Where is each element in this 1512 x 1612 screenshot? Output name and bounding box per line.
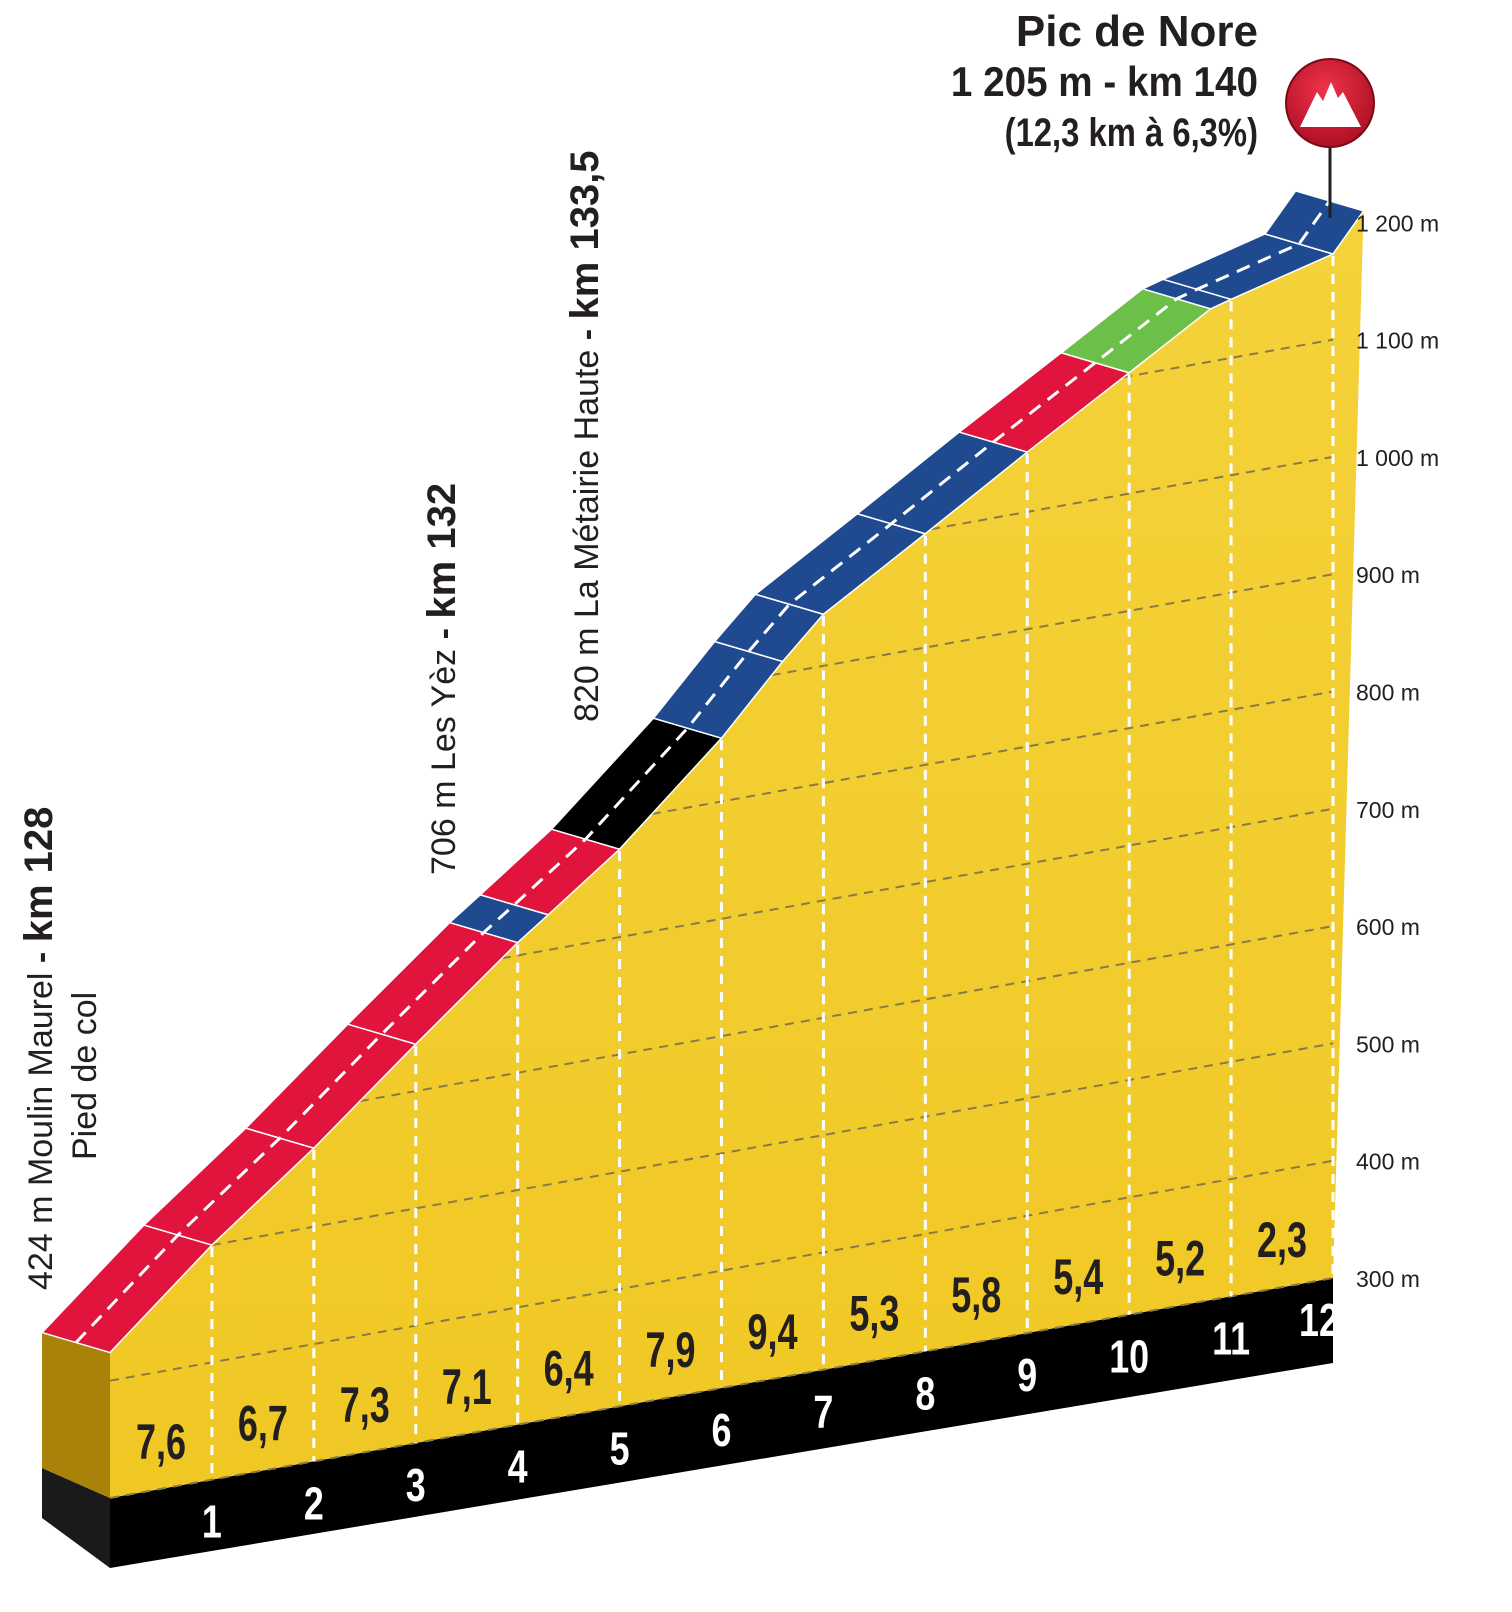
chart-base [42, 1278, 1333, 1568]
summit-marker [1285, 58, 1375, 218]
annotation-separator: - [568, 319, 606, 349]
segment-gradient-label: 9,4 [747, 1305, 797, 1360]
km-label: 1 [202, 1496, 222, 1547]
y-tick-label: 400 m [1356, 1149, 1420, 1175]
grid-line [501, 807, 1334, 960]
profile-area [110, 210, 1364, 1498]
grid-line [1123, 338, 1334, 379]
annotation-label: 706 m Les Yèz - km 132 [420, 483, 464, 875]
annotation-separator: - [22, 942, 60, 972]
base-strip [110, 1278, 1333, 1568]
summit-header: Pic de Nore 1 205 m - km 140 (12,3 km à … [951, 7, 1258, 155]
y-tick-label: 1 100 m [1356, 328, 1439, 354]
km-label: 5 [610, 1423, 630, 1474]
km-label: 12 [1299, 1295, 1339, 1346]
annotation-km: km 128 [17, 807, 61, 943]
summit-info: 1 205 m - km 140 [951, 57, 1258, 105]
annotation-label: 424 m Moulin Maurel - km 128 [17, 807, 61, 1290]
annotation-place: 706 m Les Yèz [425, 649, 463, 875]
y-tick-label: 300 m [1356, 1266, 1420, 1292]
annotation-place: 820 m La Métairie Haute [568, 350, 606, 722]
grid-line [359, 925, 1334, 1103]
y-tick-label: 900 m [1356, 562, 1420, 588]
annotation-label: 820 m La Métairie Haute - km 133,5 [563, 150, 607, 722]
segment-gradient-label: 2,3 [1257, 1214, 1307, 1269]
y-tick-label: 500 m [1356, 1031, 1420, 1057]
km-label: 3 [406, 1460, 426, 1511]
segment-gradient-label: 7,9 [646, 1324, 696, 1379]
y-tick-label: 1 000 m [1356, 445, 1439, 471]
km-label: 2 [304, 1478, 324, 1529]
segment-gradient-label: 5,3 [849, 1287, 899, 1342]
mountain-summit-icon [1285, 58, 1375, 148]
km-label: 4 [508, 1441, 528, 1492]
road-centerline [74, 200, 1331, 1344]
annotation-km: km 132 [420, 483, 464, 619]
y-axis-labels: 300 m 400 m 500 m 600 m 700 m 800 m 900 m 1 000… [1356, 210, 1439, 1292]
segment-gradient-label: 7,3 [340, 1379, 390, 1434]
road-band [40, 190, 1365, 1354]
y-tick-label: 700 m [1356, 797, 1420, 823]
segment-gradient-label: 6,7 [238, 1397, 288, 1452]
gradient-labels: 7,6 6,7 7,3 7,1 6,4 7,9 9,4 5,3 5,8 5,4 5,2 2,3 [136, 1214, 1307, 1471]
km-label: 7 [813, 1386, 833, 1437]
annotation-km: km 133,5 [563, 150, 607, 319]
y-tick-label: 800 m [1356, 680, 1420, 706]
km-labels: 1 2 3 4 5 6 7 8 9 10 11 12 [202, 1295, 1339, 1548]
segment-gradient-label: 6,4 [544, 1342, 594, 1397]
base-strip-side [42, 1468, 110, 1568]
segment-gradient-label: 5,8 [951, 1269, 1001, 1324]
summit-stats: (12,3 km à 6,3%) [1005, 110, 1258, 155]
profile-side [42, 1332, 110, 1498]
annotation-separator: - [425, 619, 463, 649]
grid-line [651, 690, 1334, 816]
km-label: 10 [1109, 1331, 1149, 1382]
segment-gradient-label: 7,6 [136, 1415, 186, 1470]
grid-lines [109, 216, 1359, 1499]
profile-fill [110, 210, 1364, 1498]
y-tick-label: 1 200 m [1356, 210, 1439, 236]
y-tick-label: 600 m [1356, 914, 1420, 940]
segment-gradient-label: 7,1 [442, 1360, 492, 1415]
segment-gradient-label: 5,2 [1155, 1232, 1205, 1287]
summit-title: Pic de Nore [1016, 7, 1258, 56]
km-label: 9 [1017, 1350, 1037, 1401]
annotation-sub: Pied de col [66, 992, 104, 1160]
km-label: 8 [915, 1368, 935, 1419]
grid-line [930, 455, 1334, 531]
segment-gradient-label: 5,4 [1053, 1250, 1103, 1305]
km-label: 6 [712, 1405, 732, 1456]
grid-line [211, 1042, 1334, 1247]
annotation-place: 424 m Moulin Maurel [22, 973, 60, 1290]
km-label: 11 [1212, 1313, 1250, 1364]
